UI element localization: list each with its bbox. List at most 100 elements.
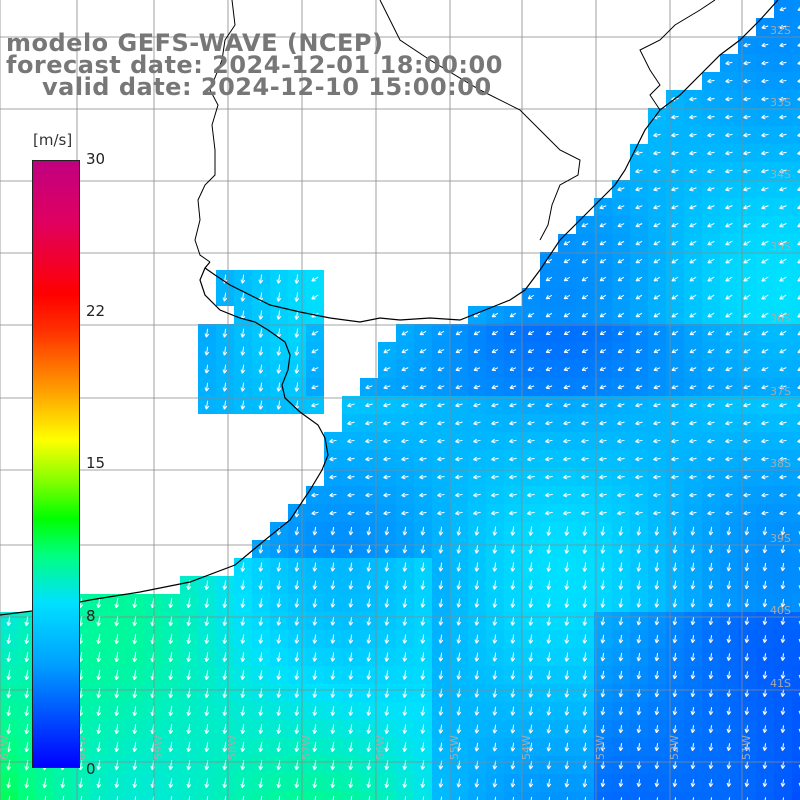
wind-arrow bbox=[654, 580, 660, 590]
wind-cell bbox=[792, 702, 800, 720]
wind-arrow bbox=[348, 544, 354, 554]
wind-arrow bbox=[762, 526, 768, 536]
wind-arrow bbox=[779, 384, 787, 390]
wind-arrow bbox=[456, 616, 462, 626]
wind-arrow bbox=[562, 492, 571, 498]
wind-arrow bbox=[707, 366, 715, 372]
wind-arrow bbox=[366, 670, 372, 680]
wind-arrow bbox=[743, 150, 751, 156]
wind-arrow bbox=[152, 796, 155, 800]
wind-arrow bbox=[671, 240, 679, 246]
wind-arrow bbox=[563, 294, 571, 300]
longitude-label: 52W bbox=[668, 735, 681, 760]
wind-arrow bbox=[311, 366, 319, 372]
wind-arrow bbox=[582, 670, 588, 680]
wind-arrow bbox=[294, 544, 300, 554]
wind-arrow bbox=[581, 240, 589, 246]
wind-arrow bbox=[690, 779, 696, 788]
wind-arrow bbox=[797, 79, 800, 83]
wind-arrow bbox=[509, 438, 517, 444]
wind-arrow bbox=[672, 544, 678, 554]
wind-arrow bbox=[725, 258, 733, 264]
wind-arrow bbox=[762, 689, 768, 697]
wind-arrow bbox=[599, 384, 607, 390]
wind-arrow bbox=[671, 150, 679, 156]
wind-arrow bbox=[8, 795, 11, 800]
wind-arrow bbox=[581, 330, 589, 336]
wind-arrow bbox=[582, 562, 588, 572]
wind-arrow bbox=[437, 348, 445, 354]
wind-arrow bbox=[725, 438, 733, 444]
wind-arrow bbox=[419, 492, 427, 498]
wind-arrow bbox=[528, 598, 534, 608]
wind-arrow bbox=[311, 348, 319, 354]
wind-arrow bbox=[566, 796, 569, 800]
wind-arrow bbox=[761, 96, 769, 102]
wind-cell bbox=[792, 108, 800, 126]
wind-arrow bbox=[563, 240, 571, 246]
wind-arrow bbox=[707, 168, 715, 174]
wind-arrow bbox=[779, 492, 787, 498]
wind-arrow bbox=[350, 796, 353, 800]
wind-arrow bbox=[672, 707, 678, 716]
wind-arrow bbox=[294, 526, 300, 536]
wind-arrow bbox=[545, 474, 553, 480]
wind-arrow bbox=[707, 384, 715, 390]
wind-arrow bbox=[473, 348, 481, 354]
wind-arrow bbox=[347, 456, 355, 462]
wind-arrow bbox=[186, 742, 192, 753]
latitude-label: 39S bbox=[770, 532, 791, 545]
wind-arrow bbox=[437, 420, 445, 426]
wind-arrow bbox=[672, 653, 678, 662]
wind-cell bbox=[792, 0, 800, 18]
wind-arrow bbox=[168, 742, 174, 753]
wind-arrow bbox=[762, 743, 768, 751]
wind-arrow bbox=[314, 795, 317, 800]
wind-arrow bbox=[186, 634, 192, 645]
wind-arrow bbox=[599, 456, 607, 462]
wind-arrow bbox=[222, 778, 228, 789]
wind-arrow bbox=[744, 617, 750, 626]
wind-cell bbox=[720, 792, 738, 800]
wind-arrow bbox=[492, 544, 498, 554]
wind-arrow bbox=[6, 723, 12, 735]
wind-arrow bbox=[546, 544, 552, 554]
wind-arrow bbox=[528, 670, 534, 680]
wind-arrow bbox=[312, 724, 318, 735]
wind-arrow bbox=[617, 240, 625, 246]
wind-arrow bbox=[276, 364, 282, 374]
wind-arrow bbox=[599, 402, 607, 408]
wind-cell bbox=[414, 792, 432, 800]
wind-arrow bbox=[527, 420, 535, 426]
wind-cell bbox=[792, 18, 800, 36]
wind-arrow bbox=[762, 544, 768, 554]
wind-arrow bbox=[384, 742, 390, 752]
wind-arrow bbox=[456, 778, 462, 788]
wind-arrow bbox=[762, 617, 768, 625]
wind-arrow bbox=[635, 384, 643, 390]
wind-arrow bbox=[761, 438, 769, 444]
wind-arrow bbox=[689, 492, 697, 498]
wind-arrow bbox=[240, 742, 246, 753]
wind-arrow bbox=[347, 438, 355, 444]
wind-arrow bbox=[510, 724, 516, 734]
wind-arrow bbox=[708, 653, 714, 662]
wind-arrow bbox=[582, 778, 588, 788]
wind-arrow bbox=[402, 562, 408, 572]
wind-arrow bbox=[692, 797, 695, 800]
wind-cell bbox=[792, 432, 800, 450]
wind-arrow bbox=[330, 616, 336, 626]
wind-arrow bbox=[294, 508, 300, 518]
wind-arrow bbox=[329, 474, 337, 480]
wind-arrow bbox=[653, 312, 661, 318]
wind-arrow bbox=[114, 651, 120, 663]
wind-arrow bbox=[419, 402, 427, 408]
wind-cell bbox=[54, 792, 72, 800]
wind-arrow bbox=[492, 580, 498, 590]
wind-arrow bbox=[779, 330, 787, 336]
wind-arrow bbox=[672, 598, 678, 608]
wind-arrow bbox=[546, 742, 552, 752]
wind-arrow bbox=[672, 671, 678, 680]
wind-arrow bbox=[708, 689, 714, 698]
wind-arrow bbox=[564, 526, 570, 536]
